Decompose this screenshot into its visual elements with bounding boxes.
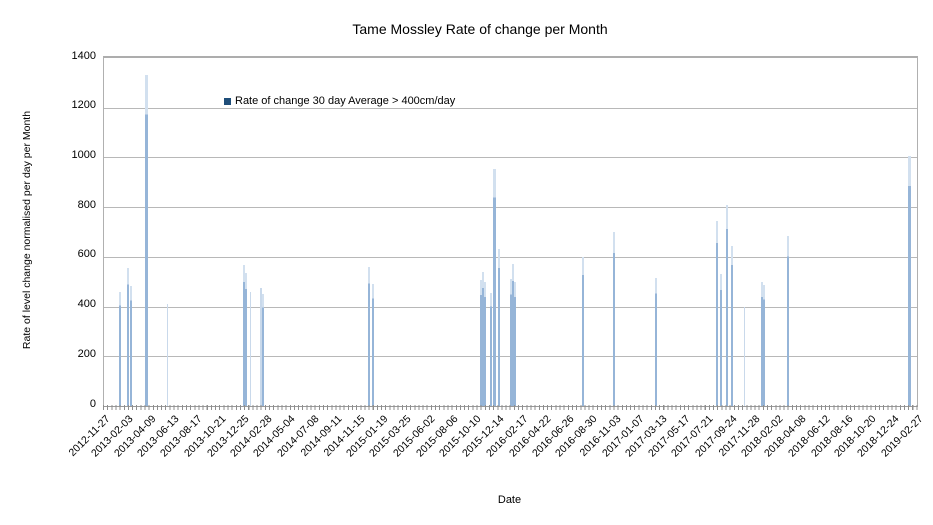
- bar: [166, 304, 169, 406]
- y-tick-label: 1200: [71, 99, 96, 112]
- bar: [582, 257, 584, 406]
- y-tick-label: 1400: [71, 49, 96, 62]
- y-tick-label: 600: [77, 248, 96, 261]
- bar: [513, 281, 516, 406]
- bar: [613, 232, 615, 406]
- bar: [743, 307, 746, 406]
- bar: [489, 292, 492, 406]
- gridline: [104, 107, 917, 109]
- bar: [716, 220, 718, 406]
- y-tick-label: 0: [89, 397, 96, 410]
- bar: [129, 285, 132, 406]
- y-tick-label: 1000: [71, 148, 96, 161]
- bar: [787, 235, 789, 406]
- bar: [511, 264, 514, 406]
- bar: [731, 246, 733, 406]
- bar: [145, 75, 148, 406]
- bar: [260, 287, 262, 406]
- bar: [249, 292, 252, 406]
- legend: Rate of change 30 day Average > 400cm/da…: [224, 95, 455, 107]
- y-tick-label: 200: [77, 347, 96, 360]
- bar: [479, 280, 482, 406]
- bar: [127, 268, 129, 406]
- gridline: [104, 207, 917, 209]
- x-axis-tick-strip: [103, 405, 918, 410]
- bar: [368, 266, 370, 406]
- gridline: [104, 256, 917, 258]
- chart-title: Tame Mossley Rate of change per Month: [352, 21, 608, 37]
- legend-marker-icon: [224, 97, 231, 105]
- bar: [725, 204, 728, 406]
- bar: [719, 274, 722, 406]
- bar: [498, 248, 500, 406]
- bar: [493, 168, 496, 406]
- plot-area: [103, 56, 918, 407]
- bar: [371, 283, 374, 406]
- bar: [481, 271, 484, 406]
- bar: [908, 156, 911, 406]
- bar: [760, 282, 763, 406]
- y-axis-title: Rate of level change normalised per day …: [21, 110, 33, 350]
- bar: [655, 277, 657, 406]
- bar: [484, 282, 486, 406]
- y-tick-label: 800: [77, 198, 96, 211]
- x-axis-title: Date: [497, 494, 522, 506]
- bar: [245, 272, 247, 406]
- y-tick-label: 400: [77, 298, 96, 311]
- bar: [762, 284, 765, 406]
- bar: [118, 291, 121, 406]
- bar: [261, 294, 264, 406]
- legend-label: Rate of change 30 day Average > 400cm/da…: [235, 95, 456, 107]
- gridline: [104, 157, 917, 159]
- bar: [509, 278, 512, 406]
- bar: [243, 264, 245, 406]
